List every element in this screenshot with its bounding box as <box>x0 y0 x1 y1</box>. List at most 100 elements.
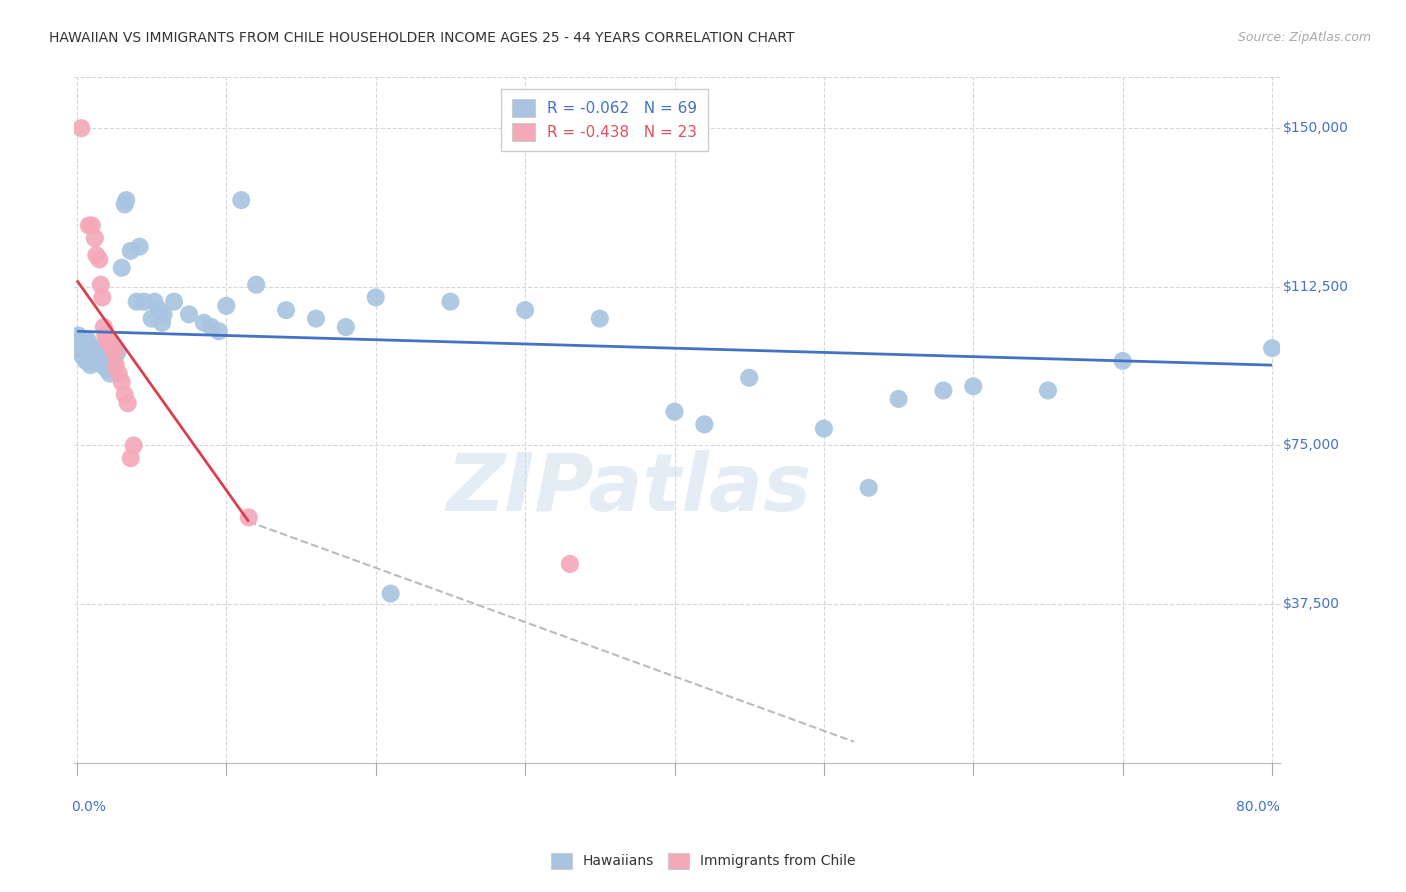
Point <box>152 307 174 321</box>
Point <box>76 333 98 347</box>
Point <box>932 384 955 398</box>
Point <box>664 404 686 418</box>
Point <box>128 240 150 254</box>
Text: Source: ZipAtlas.com: Source: ZipAtlas.com <box>1237 31 1371 45</box>
Legend: Hawaiians, Immigrants from Chile: Hawaiians, Immigrants from Chile <box>546 847 860 874</box>
Point <box>89 354 111 368</box>
Point <box>93 354 115 368</box>
Point <box>558 557 581 571</box>
Point <box>70 345 93 359</box>
Point <box>143 294 166 309</box>
Point <box>70 337 93 351</box>
Point <box>115 193 138 207</box>
Text: $150,000: $150,000 <box>1284 121 1348 136</box>
Point <box>439 294 461 309</box>
Point <box>83 341 105 355</box>
Point <box>103 354 125 368</box>
Point <box>98 337 121 351</box>
Text: ZIPatlas: ZIPatlas <box>446 450 811 528</box>
Point <box>98 367 121 381</box>
Point <box>91 358 114 372</box>
Point <box>1036 384 1059 398</box>
Point <box>193 316 215 330</box>
Point <box>96 333 118 347</box>
Point <box>101 341 124 355</box>
Point <box>738 371 761 385</box>
Point <box>94 328 117 343</box>
Point <box>231 193 253 207</box>
Point <box>77 337 100 351</box>
Point <box>200 320 222 334</box>
Point <box>150 316 173 330</box>
Point <box>89 252 111 267</box>
Point <box>114 197 136 211</box>
Point <box>96 362 118 376</box>
Point <box>107 367 129 381</box>
Point <box>513 303 536 318</box>
Point <box>238 510 260 524</box>
Text: 0.0%: 0.0% <box>70 800 105 814</box>
Point <box>813 421 835 435</box>
Point <box>76 350 98 364</box>
Point <box>364 290 387 304</box>
Point <box>91 290 114 304</box>
Point <box>69 333 91 347</box>
Point <box>208 324 231 338</box>
Point <box>93 320 115 334</box>
Point <box>962 379 984 393</box>
Point <box>589 311 612 326</box>
Point <box>305 311 328 326</box>
Point <box>141 311 163 326</box>
Point <box>75 354 97 368</box>
Point <box>103 345 125 359</box>
Point <box>120 451 142 466</box>
Point <box>90 350 112 364</box>
Point <box>79 341 101 355</box>
Point <box>82 350 104 364</box>
Text: 80.0%: 80.0% <box>1236 800 1279 814</box>
Point <box>114 388 136 402</box>
Text: $112,500: $112,500 <box>1284 280 1350 293</box>
Point <box>77 219 100 233</box>
Point <box>77 354 100 368</box>
Point <box>104 358 127 372</box>
Point <box>117 396 139 410</box>
Point <box>79 358 101 372</box>
Point <box>111 260 134 275</box>
Point <box>693 417 716 432</box>
Point <box>73 341 96 355</box>
Point <box>120 244 142 258</box>
Point <box>125 294 148 309</box>
Point <box>80 354 103 368</box>
Point <box>67 328 90 343</box>
Point <box>80 219 103 233</box>
Text: $75,000: $75,000 <box>1284 439 1340 452</box>
Point <box>887 392 910 406</box>
Point <box>274 303 297 318</box>
Point <box>1111 354 1133 368</box>
Point <box>90 277 112 292</box>
Point <box>335 320 357 334</box>
Point <box>1261 341 1284 355</box>
Point <box>111 375 134 389</box>
Point <box>87 345 110 359</box>
Point <box>245 277 267 292</box>
Point <box>86 350 108 364</box>
Point <box>80 345 103 359</box>
Point <box>177 307 200 321</box>
Point <box>73 333 96 347</box>
Point <box>70 121 93 136</box>
Point <box>858 481 880 495</box>
Point <box>72 341 94 355</box>
Point <box>215 299 238 313</box>
Point <box>163 294 186 309</box>
Point <box>380 586 402 600</box>
Point <box>105 345 128 359</box>
Text: HAWAIIAN VS IMMIGRANTS FROM CHILE HOUSEHOLDER INCOME AGES 25 - 44 YEARS CORRELAT: HAWAIIAN VS IMMIGRANTS FROM CHILE HOUSEH… <box>49 31 794 45</box>
Point <box>134 294 156 309</box>
Point <box>86 248 108 262</box>
Point <box>72 350 94 364</box>
Legend: R = -0.062   N = 69, R = -0.438   N = 23: R = -0.062 N = 69, R = -0.438 N = 23 <box>501 88 707 152</box>
Point <box>75 345 97 359</box>
Text: $37,500: $37,500 <box>1284 597 1340 611</box>
